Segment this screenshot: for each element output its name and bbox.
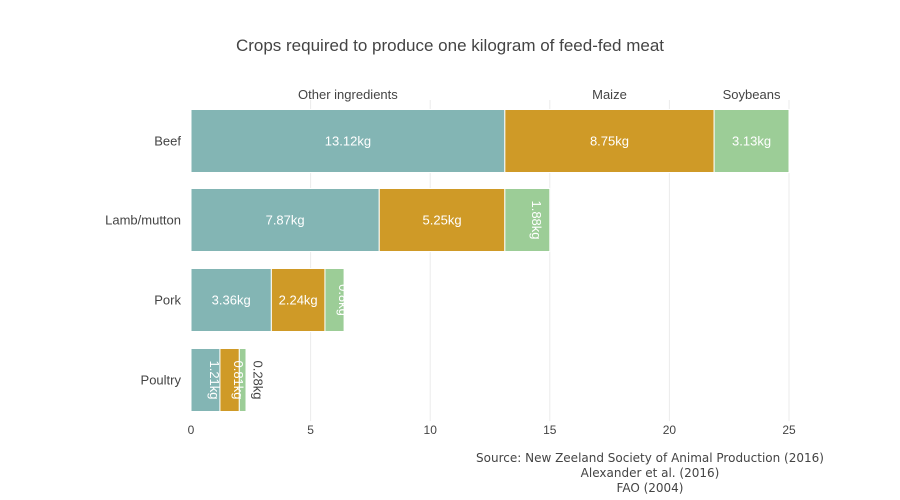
bar-segment[interactable]	[378, 188, 506, 252]
bar-segment[interactable]	[190, 268, 272, 332]
series-header: Other ingredients	[298, 87, 398, 102]
source-line: Source: New Zeeland Society of Animal Pr…	[476, 451, 824, 465]
source-line: Alexander et al. (2016)	[580, 466, 720, 480]
data-label: 7.87kg	[266, 213, 305, 228]
data-label: 0.81kg	[231, 360, 246, 399]
data-label: 0.28kg	[251, 360, 266, 399]
x-tick-label: 25	[782, 423, 796, 437]
bar-segment[interactable]	[504, 188, 551, 252]
source-line: FAO (2004)	[616, 481, 684, 495]
bar-segment[interactable]	[190, 188, 380, 252]
data-label: 3.13kg	[732, 134, 771, 149]
x-tick-label: 10	[424, 423, 438, 437]
series-header: Maize	[592, 87, 627, 102]
axes: 0 5 10 15 20 25 Beef Lamb/mutton Pork Poultry	[105, 134, 796, 438]
data-labels: 13.12kg 8.75kg 3.13kg 7.87kg 5.25kg 1.88kg 3.3…	[207, 87, 781, 400]
bar-segment[interactable]	[504, 109, 715, 173]
bars	[190, 109, 790, 412]
source-note: Source: New Zeeland Society of Animal Pr…	[460, 451, 840, 496]
category-label: Pork	[154, 293, 181, 308]
series-header: Soybeans	[723, 87, 781, 102]
data-label: 2.24kg	[279, 293, 318, 308]
bar-segment[interactable]	[713, 109, 790, 173]
data-label: 1.88kg	[529, 200, 544, 239]
x-tick-label: 5	[307, 423, 314, 437]
data-label: 8.75kg	[590, 134, 629, 149]
bar-segment[interactable]	[190, 348, 221, 412]
bar-segment[interactable]	[324, 268, 345, 332]
category-label: Lamb/mutton	[105, 213, 181, 228]
category-label: Poultry	[141, 373, 182, 388]
bar-segment[interactable]	[190, 109, 506, 173]
data-label: 1.21kg	[207, 360, 222, 399]
chart-title: Crops required to produce one kilogram o…	[236, 36, 664, 55]
data-label: 0.8kg	[336, 284, 351, 316]
data-label: 5.25kg	[423, 213, 462, 228]
stacked-bar-chart: Crops required to produce one kilogram o…	[105, 36, 796, 438]
x-tick-label: 20	[663, 423, 677, 437]
data-label: 3.36kg	[212, 293, 251, 308]
bar-segment[interactable]	[238, 348, 247, 412]
x-tick-label: 0	[188, 423, 195, 437]
data-label: 13.12kg	[325, 134, 371, 149]
x-tick-label: 15	[543, 423, 557, 437]
category-label: Beef	[154, 134, 181, 149]
